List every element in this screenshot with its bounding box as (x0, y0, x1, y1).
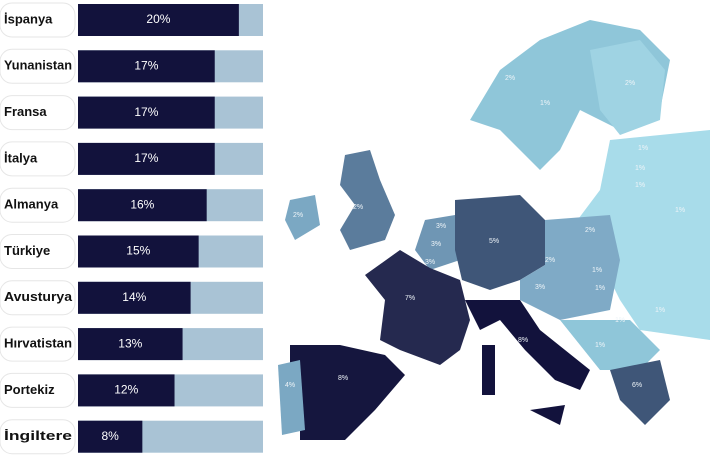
bar (78, 328, 183, 361)
central (520, 215, 620, 320)
map-label: 2% (585, 227, 595, 234)
finland (590, 40, 665, 135)
map-label: 3% (431, 241, 441, 248)
germany (455, 195, 545, 290)
bar (78, 281, 191, 314)
bar (78, 50, 215, 83)
map-label: 1% (595, 285, 605, 292)
category-label: Almanya (4, 197, 59, 212)
category-label: İngiltere (4, 428, 72, 443)
map-label: 1% (635, 165, 645, 172)
bar (78, 420, 143, 453)
map-label: 1% (592, 267, 602, 274)
map-label: 1% (655, 307, 665, 314)
value-label: 20% (146, 12, 170, 26)
category-label: Portekiz (4, 382, 55, 397)
label-pill (0, 234, 76, 269)
category-label: Avusturya (4, 289, 73, 304)
value-label: 12% (114, 383, 138, 397)
bar (78, 96, 215, 129)
label-pill (0, 419, 76, 455)
map-label: 1% (615, 317, 625, 324)
map-label: 1% (675, 207, 685, 214)
map-label: 2% (625, 80, 635, 87)
label-pill (0, 48, 76, 84)
value-label: 8% (102, 429, 120, 443)
label-pill (0, 326, 76, 362)
map-label: 1% (635, 182, 645, 189)
spain (290, 345, 405, 440)
label-pill (0, 372, 76, 408)
bar (78, 142, 215, 175)
category-label: Yunanistan (4, 58, 72, 73)
sardinia (482, 345, 495, 395)
map-label: 3% (535, 284, 545, 291)
category-label: Fransa (4, 104, 47, 119)
value-label: 13% (118, 336, 142, 350)
greece (610, 360, 670, 425)
bar (78, 235, 199, 268)
label-pill (0, 187, 76, 223)
value-label: 15% (126, 244, 150, 258)
sicily (530, 405, 565, 425)
map-label: 3% (436, 223, 446, 230)
bar (78, 374, 175, 407)
value-label: 17% (134, 105, 158, 119)
label-pill (0, 2, 76, 38)
map-label: 8% (518, 337, 528, 344)
map-label: 5% (489, 238, 499, 245)
map-label: 2% (505, 75, 515, 82)
europe-map: 2% 1% 2% 1% 1% 1% 1% 2% 2% 3% 3% 3% 5% 2% 2% 1% 3% 1% 7% 8%… (278, 20, 710, 440)
map-label: 4% (285, 382, 295, 389)
map-label: 3% (425, 259, 435, 266)
category-label: İspanya (4, 11, 53, 26)
category-label: Türkiye (4, 243, 50, 258)
uk (340, 150, 395, 250)
label-pill (0, 95, 76, 131)
value-label: 17% (134, 58, 158, 72)
map-label: 1% (595, 342, 605, 349)
map-label: 7% (405, 295, 415, 302)
balkans (560, 320, 660, 370)
value-label: 14% (122, 290, 146, 304)
value-label: 17% (134, 151, 158, 165)
label-pill (0, 280, 76, 316)
map-label: 1% (638, 145, 648, 152)
bar (78, 189, 207, 222)
bar (78, 4, 239, 36)
ireland (285, 195, 320, 240)
portugal (278, 360, 305, 435)
france (365, 250, 470, 365)
map-label: 8% (338, 375, 348, 382)
map-label: 2% (353, 204, 363, 211)
map-label: 6% (632, 382, 642, 389)
category-label: İtalya (4, 150, 38, 165)
category-label: Hırvatistan (4, 336, 72, 351)
map-label: 1% (540, 100, 550, 107)
italy (465, 300, 590, 390)
label-pill (0, 141, 76, 177)
map-label: 2% (293, 212, 303, 219)
map-label: 2% (545, 257, 555, 264)
value-label: 16% (130, 197, 154, 211)
east (570, 130, 710, 340)
benelux (415, 215, 460, 270)
